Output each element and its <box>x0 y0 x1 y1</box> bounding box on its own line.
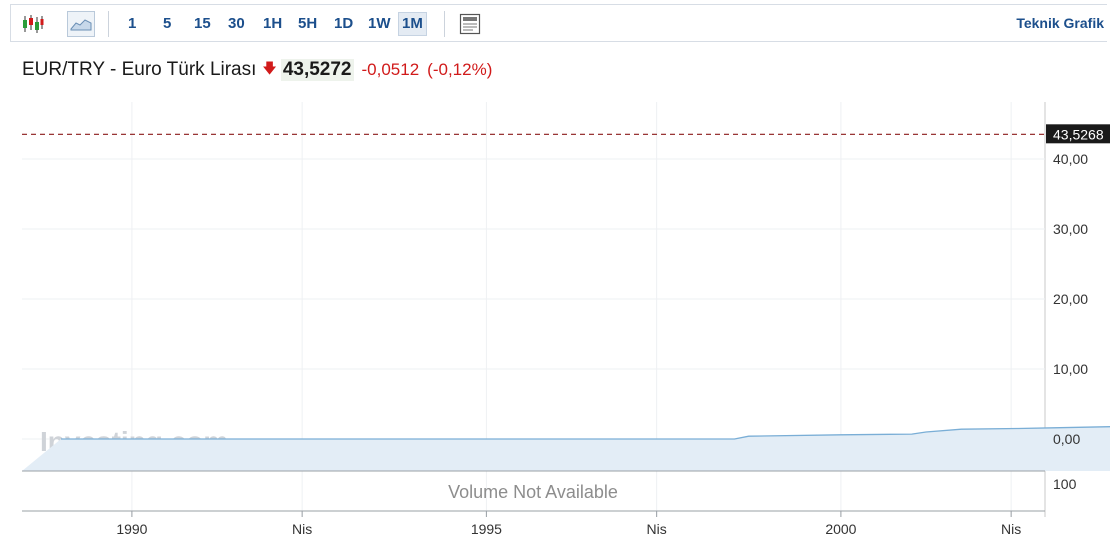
x-tick-label: 1990 <box>116 521 147 537</box>
x-axis-labels: 1990Nis1995Nis2000Nis2005Nis2010Nis2015N… <box>116 511 1021 537</box>
timeframe-1h[interactable]: 1H <box>263 15 283 32</box>
timeframe-1[interactable]: 1 <box>128 15 137 32</box>
y-tick-label: 0,00 <box>1053 431 1080 447</box>
price-change-percent: (-0,12%) <box>427 60 493 79</box>
last-price: 43,5272 <box>280 59 354 81</box>
candlestick-icon[interactable] <box>19 11 47 37</box>
timeframe-1w[interactable]: 1W <box>368 15 391 32</box>
y-tick-label: 20,00 <box>1053 291 1088 307</box>
y-tick-label: 10,00 <box>1053 361 1088 377</box>
timeframe-15[interactable]: 15 <box>194 15 211 32</box>
y-axis-labels: 40,00 30,00 20,00 10,00 0,00 <box>1053 151 1088 447</box>
instrument-name: EUR/TRY - Euro Türk Lirası <box>22 59 257 80</box>
price-area-fill <box>22 426 1110 471</box>
area-chart-icon[interactable] <box>67 11 95 37</box>
timeframe-1d[interactable]: 1D <box>334 15 354 32</box>
current-price-badge <box>1046 124 1110 144</box>
timeframe-5h[interactable]: 5H <box>298 15 318 32</box>
x-tick-label: 1995 <box>471 521 502 537</box>
report-icon[interactable] <box>456 11 484 37</box>
x-tick-label: Nis <box>292 521 312 537</box>
chart-toolbar: 1 5 15 30 1H 5H 1D 1W 1M Teknik Grafik <box>10 4 1107 42</box>
y-tick-label: 30,00 <box>1053 221 1088 237</box>
x-tick-label: Nis <box>647 521 667 537</box>
quote-header: EUR/TRY - Euro Türk Lirası 🡇 43,5272 -0,… <box>22 57 492 83</box>
down-arrow-icon: 🡇 <box>262 60 277 76</box>
technical-chart-link[interactable]: Teknik Grafik <box>1016 15 1104 31</box>
price-change: -0,0512 <box>361 60 420 79</box>
y-tick-label: 40,00 <box>1053 151 1088 167</box>
toolbar-divider <box>444 11 445 37</box>
timeframe-1m[interactable]: 1M <box>398 12 427 36</box>
volume-tick-label: 100 <box>1053 476 1077 492</box>
toolbar-divider <box>108 11 109 37</box>
horizontal-gridlines <box>22 158 1045 440</box>
current-price-label: 43,5268 <box>1053 126 1104 142</box>
timeframe-30[interactable]: 30 <box>228 15 245 32</box>
series-line <box>61 426 1110 440</box>
x-tick-label: 2000 <box>825 521 856 537</box>
volume-unavailable-text: Volume Not Available <box>448 482 618 502</box>
x-tick-label: Nis <box>1001 521 1021 537</box>
timeframe-5[interactable]: 5 <box>163 15 172 32</box>
